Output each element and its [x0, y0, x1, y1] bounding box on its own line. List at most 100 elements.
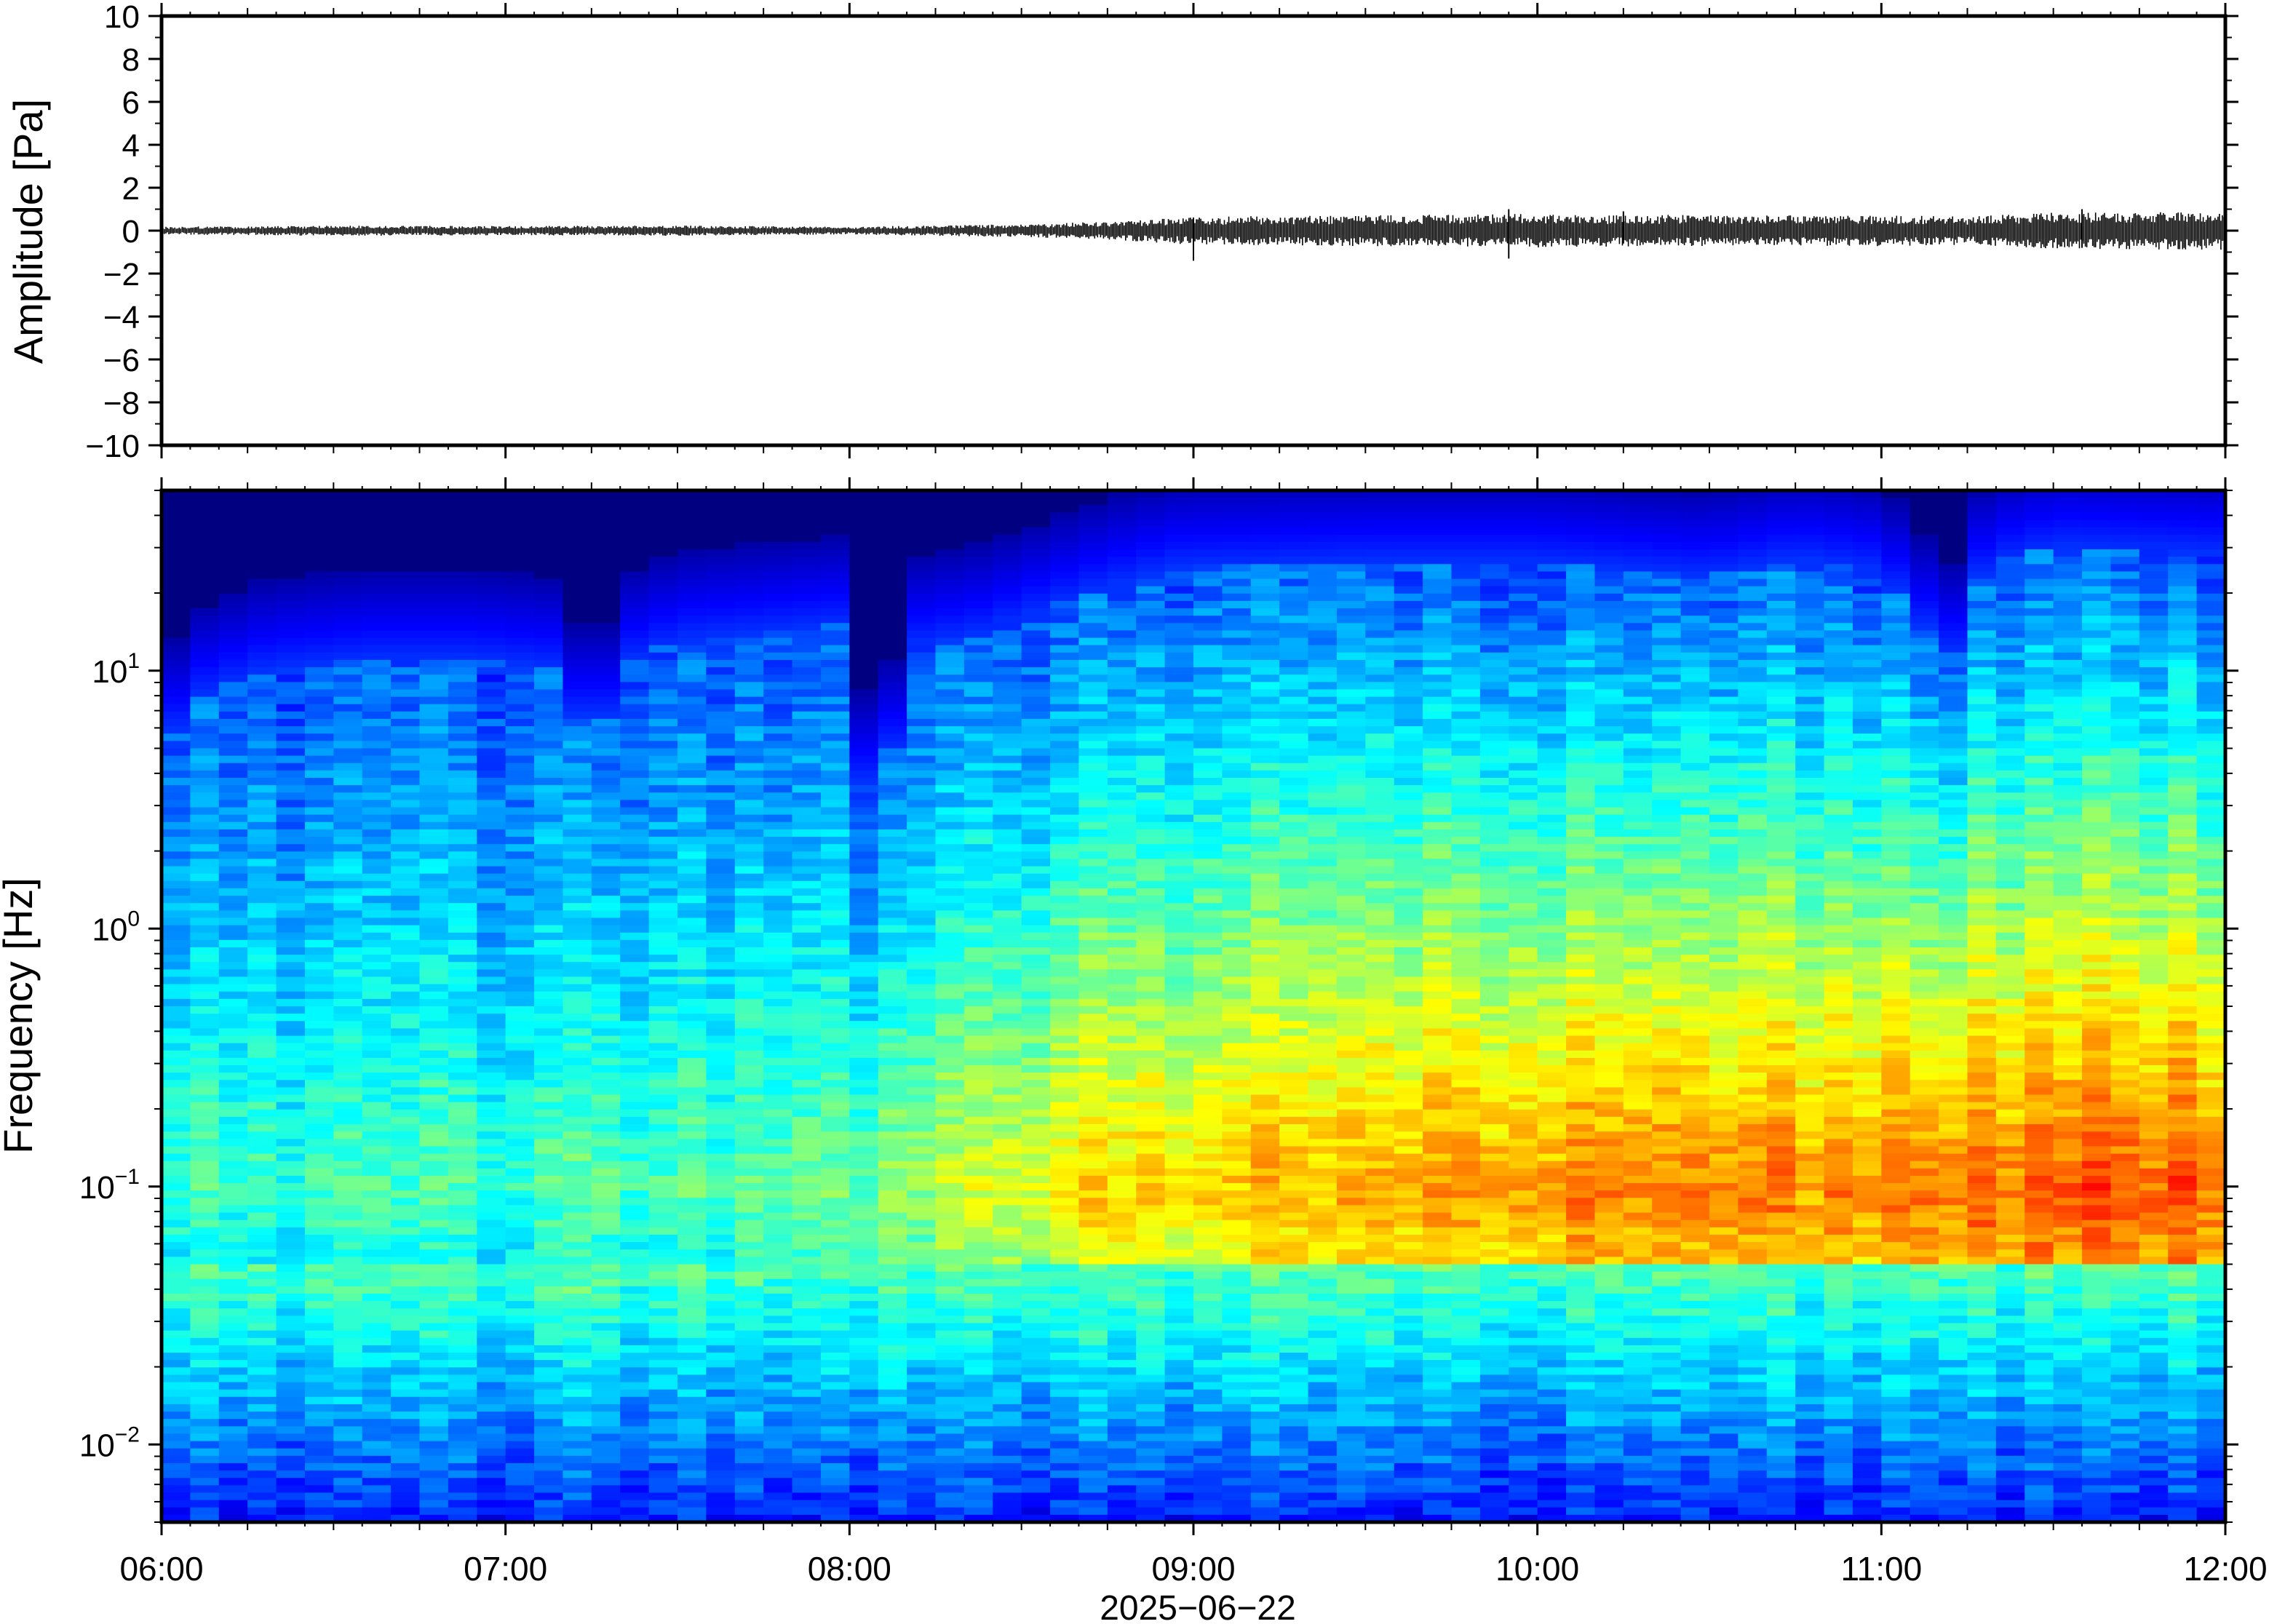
spectrogram-cell [935, 1360, 965, 1368]
spectrogram-cell [1164, 792, 1194, 800]
spectrogram-cell [849, 682, 879, 690]
spectrogram-cell [477, 1367, 506, 1376]
spectrogram-cell [620, 549, 650, 557]
spectrogram-cell [1164, 534, 1194, 543]
spectrogram-cell [763, 1242, 793, 1250]
spectrogram-cell [276, 939, 306, 948]
spectrogram-cell [1050, 991, 1080, 1000]
spectrogram-cell [333, 1131, 363, 1139]
spectrogram-cell [1021, 785, 1051, 793]
spectrogram-cell [333, 1183, 363, 1191]
spectrogram-cell [591, 1315, 621, 1324]
spectrogram-cell [907, 549, 937, 557]
spectrogram-cell [591, 1345, 621, 1353]
spectrogram-cell [792, 652, 822, 661]
spectrogram-cell [333, 1514, 363, 1523]
spectrogram-cell [448, 704, 477, 712]
spectrogram-cell [849, 1294, 879, 1302]
spectrogram-cell [362, 608, 392, 616]
spectrogram-cell [247, 1072, 277, 1080]
spectrogram-cell [907, 1050, 937, 1059]
spectrogram-cell [304, 1271, 334, 1280]
spectrogram-cell [448, 689, 477, 698]
spectrogram-cell [190, 1478, 220, 1486]
spectrogram-cell [477, 1337, 506, 1346]
spectrogram-cell [591, 549, 621, 557]
spectrogram-cell [648, 1455, 678, 1464]
spectrogram-cell [907, 821, 937, 830]
spectrogram-cell [419, 1382, 449, 1390]
spectrogram-cell [1136, 1330, 1166, 1339]
spectrogram-cell [820, 1234, 850, 1243]
spectrogram-cell [218, 1124, 248, 1132]
spectrogram-cell [1050, 1153, 1080, 1162]
spectrogram-cell [362, 1080, 392, 1088]
spectrogram-cell [1078, 689, 1108, 698]
spectrogram-cell [162, 659, 191, 668]
spectrogram-cell [763, 1507, 793, 1516]
spectrogram-cell [620, 1462, 650, 1471]
spectrogram-cell [591, 1448, 621, 1457]
spectrogram-cell [190, 755, 220, 764]
spectrogram-cell [190, 896, 220, 904]
spectrogram-cell [391, 1404, 421, 1412]
spectrogram-cell [362, 844, 392, 852]
spectrogram-cell [1078, 1094, 1108, 1103]
spectrogram-cell [878, 696, 907, 705]
spectrogram-cell [820, 1006, 850, 1014]
spectrogram-cell [162, 1249, 191, 1257]
spectrogram-cell [1078, 1301, 1108, 1309]
spectrogram-cell [276, 976, 306, 985]
spectrogram-cell [477, 910, 506, 919]
spectrogram-cell [878, 1412, 907, 1420]
spectrogram-cell [763, 1478, 793, 1486]
spectrogram-cell [1050, 541, 1080, 550]
spectrogram-cell [993, 1183, 1022, 1191]
spectrogram-cell [1107, 1455, 1137, 1464]
spectrogram-cell [734, 652, 764, 661]
spectrogram-cell [534, 1360, 564, 1368]
spectrogram-cell [276, 1094, 306, 1103]
spectrogram-cell [1164, 711, 1194, 720]
spectrogram-cell [792, 1448, 822, 1457]
spectrogram-cell [534, 814, 564, 823]
spectrogram-cell [763, 1367, 793, 1376]
spectrogram-cell [763, 1382, 793, 1390]
spectrogram-cell [849, 1021, 879, 1029]
spectrogram-cell [162, 1227, 191, 1235]
spectrogram-cell [620, 600, 650, 609]
spectrogram-cell [448, 1301, 477, 1309]
spectrogram-cell [591, 1227, 621, 1235]
spectrogram-cell [362, 1396, 392, 1405]
spectrogram-cell [878, 896, 907, 904]
spectrogram-cell [820, 498, 850, 506]
spectrogram-cell [878, 1065, 907, 1073]
spectrogram-cell [907, 770, 937, 779]
spectrogram-cell [820, 667, 850, 675]
spectrogram-cell [218, 837, 248, 845]
spectrogram-cell [448, 1021, 477, 1029]
spectrogram-cell [1136, 770, 1166, 779]
spectrogram-cell [591, 755, 621, 764]
spectrogram-cell [591, 1168, 621, 1177]
spectrogram-cell [362, 541, 392, 550]
spectrogram-cell [620, 755, 650, 764]
spectrogram-cell [218, 733, 248, 741]
spectrogram-cell [534, 807, 564, 816]
spectrogram-cell [448, 1492, 477, 1501]
spectrogram-cell [792, 623, 822, 632]
spectrogram-cell [792, 1315, 822, 1324]
spectrogram-cell [677, 527, 707, 536]
spectrogram-cell [162, 984, 191, 992]
spectrogram-cell [247, 1094, 277, 1103]
spectrogram-cell [878, 623, 907, 632]
spectrogram-cell [304, 991, 334, 1000]
spectrogram-cell [993, 1043, 1022, 1051]
spectrogram-cell [849, 505, 879, 513]
spectrogram-cell [792, 1294, 822, 1302]
spectrogram-cell [677, 829, 707, 837]
spectrogram-cell [763, 1426, 793, 1435]
spectrogram-cell [333, 667, 363, 675]
spectrogram-cell [419, 1353, 449, 1361]
